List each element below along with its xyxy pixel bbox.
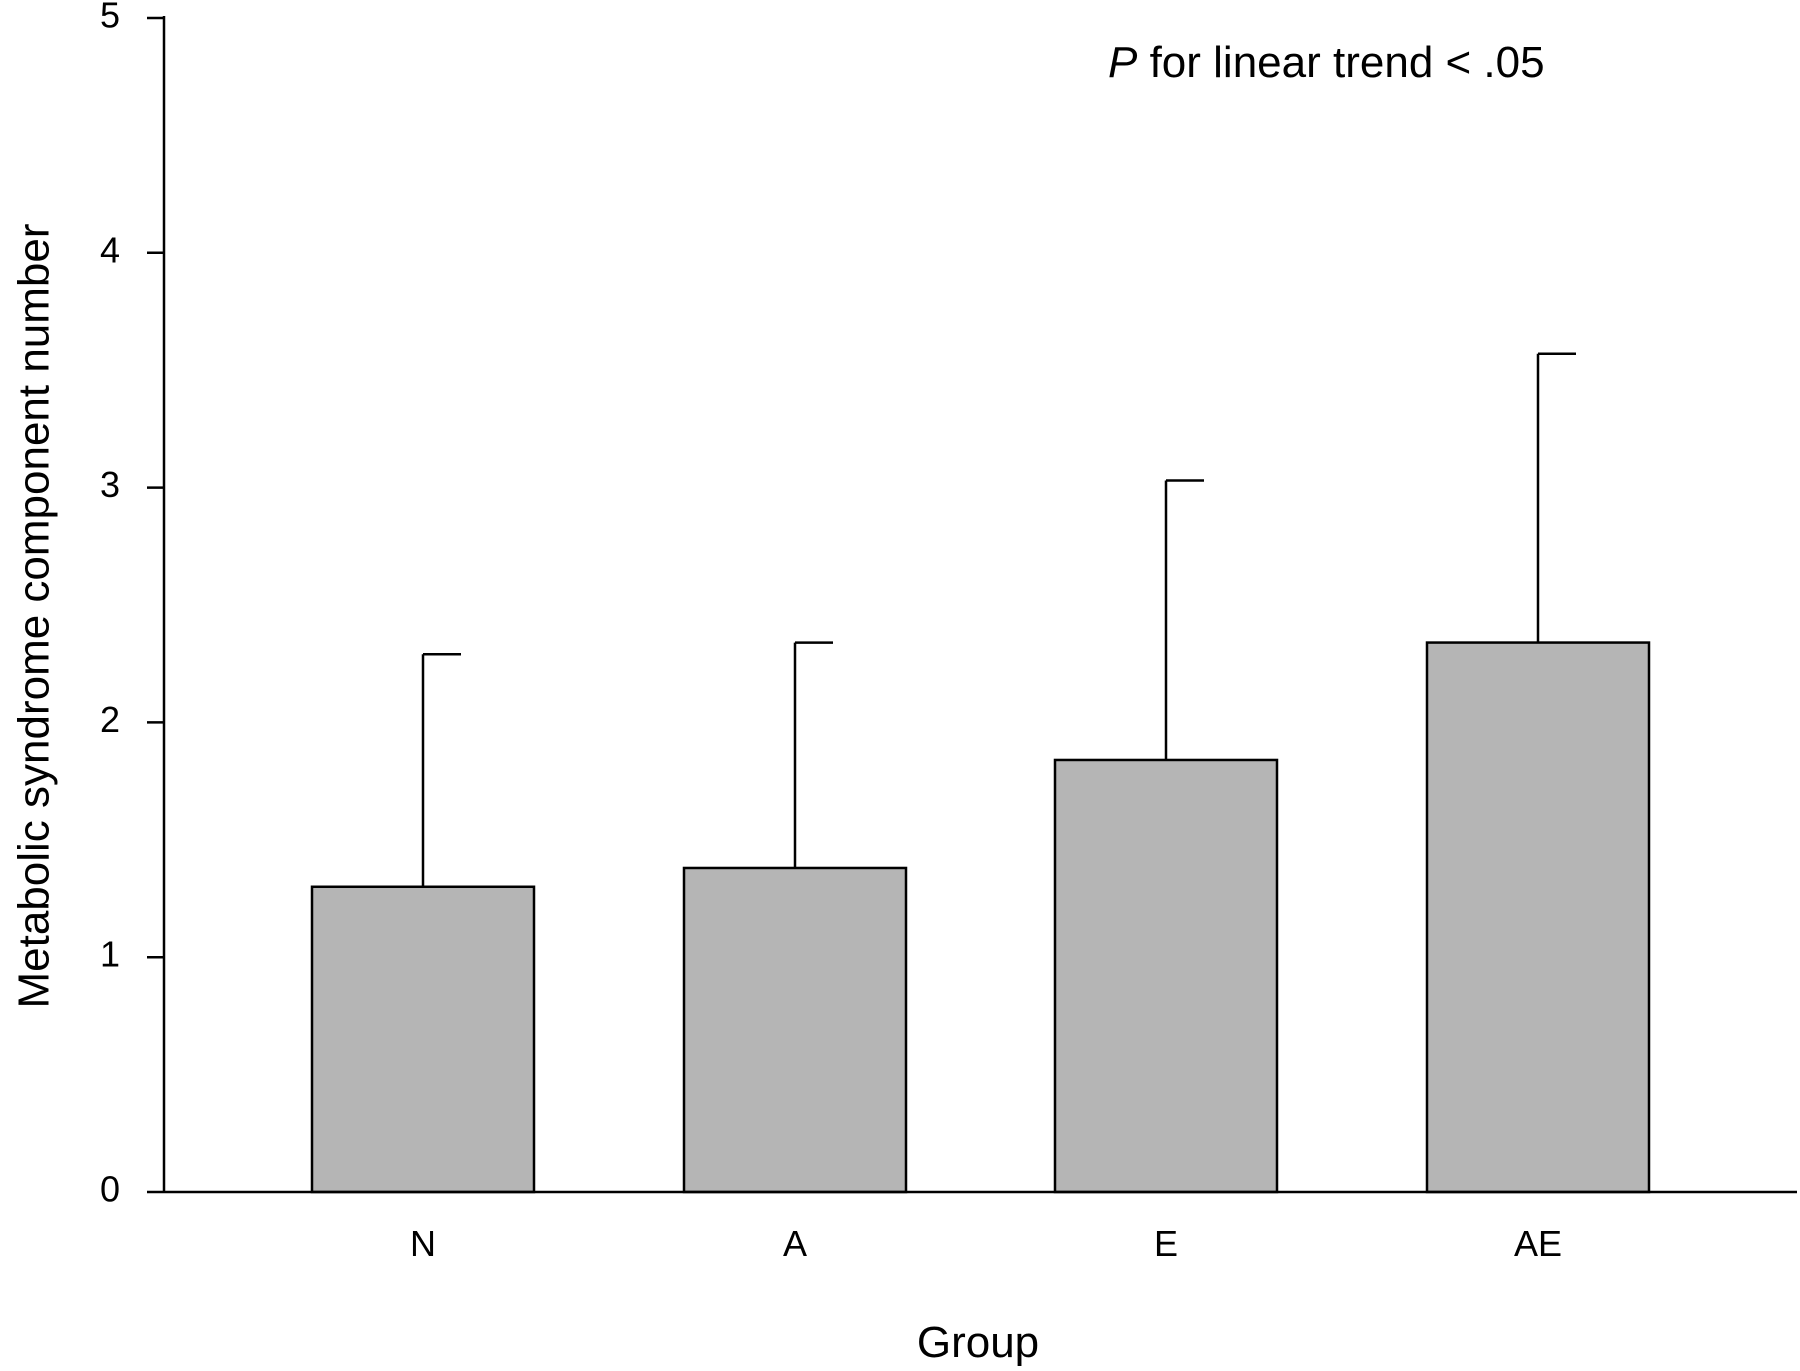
annotation-text: for linear trend < .05	[1137, 38, 1544, 87]
y-axis-title: Metabolic syndrome component number	[10, 223, 59, 1008]
annotation-p-symbol: P	[1108, 38, 1138, 87]
x-tick-label-e: E	[1154, 1223, 1178, 1264]
y-tick-label-4: 4	[100, 229, 120, 270]
bar-a	[682, 866, 908, 1194]
x-axis-title: Group	[917, 1318, 1039, 1367]
error-bars-layer	[421, 352, 1576, 887]
y-tick-label-0: 0	[100, 1169, 120, 1210]
trend-annotation: P for linear trend < .05	[1108, 38, 1545, 87]
bar-e	[1053, 758, 1279, 1194]
bar-n	[310, 885, 536, 1194]
y-tick-label-2: 2	[100, 699, 120, 740]
y-tick-label-1: 1	[100, 934, 120, 975]
y-tick-label-5: 5	[100, 0, 120, 36]
axes-layer	[147, 16, 1797, 1194]
bar-ae	[1425, 641, 1651, 1194]
x-tick-label-a: A	[783, 1223, 807, 1264]
x-tick-label-n: N	[410, 1223, 436, 1264]
x-tick-label-ae: AE	[1514, 1223, 1562, 1264]
bars-layer	[310, 641, 1651, 1194]
y-tick-label-3: 3	[100, 464, 120, 505]
